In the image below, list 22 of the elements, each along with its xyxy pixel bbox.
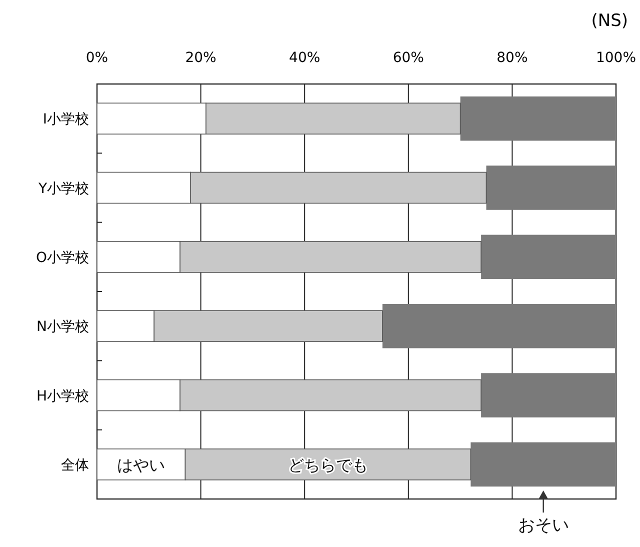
bar (382, 304, 616, 348)
x-tick-label: 20% (185, 50, 216, 66)
x-tick-label: 40% (289, 50, 320, 66)
y-tick-label: 全体 (61, 457, 89, 474)
bar (460, 96, 616, 141)
x-tick-label: 80% (496, 50, 528, 66)
series-label: はやい (117, 455, 166, 474)
bar (486, 166, 616, 210)
series-label: どちらでも (288, 455, 368, 474)
y-tick-label: I小学校 (42, 112, 89, 128)
y-tick-label: Y小学校 (37, 180, 89, 197)
bar (470, 442, 616, 487)
text: (NS) (591, 11, 628, 31)
series-label: おそい (518, 516, 569, 536)
x-tick-label: 100% (596, 50, 636, 66)
y-tick-label: N小学校 (36, 319, 89, 336)
bar (481, 373, 616, 418)
x-tick-label: 60% (392, 50, 424, 66)
y-tick-label: O小学校 (36, 250, 89, 266)
y-tick-label: H小学校 (36, 388, 89, 404)
bar (481, 234, 616, 280)
x-tick-label: 0% (86, 50, 108, 66)
